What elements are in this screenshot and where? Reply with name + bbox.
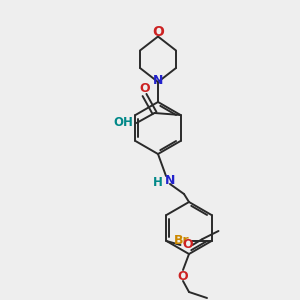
Text: H: H bbox=[153, 176, 163, 188]
Text: O: O bbox=[182, 238, 193, 251]
Text: O: O bbox=[152, 26, 164, 40]
Text: O: O bbox=[178, 269, 188, 283]
Text: OH: OH bbox=[114, 116, 134, 130]
Text: N: N bbox=[153, 74, 163, 88]
Text: N: N bbox=[165, 173, 175, 187]
Text: O: O bbox=[139, 82, 150, 95]
Text: Br: Br bbox=[174, 235, 189, 248]
